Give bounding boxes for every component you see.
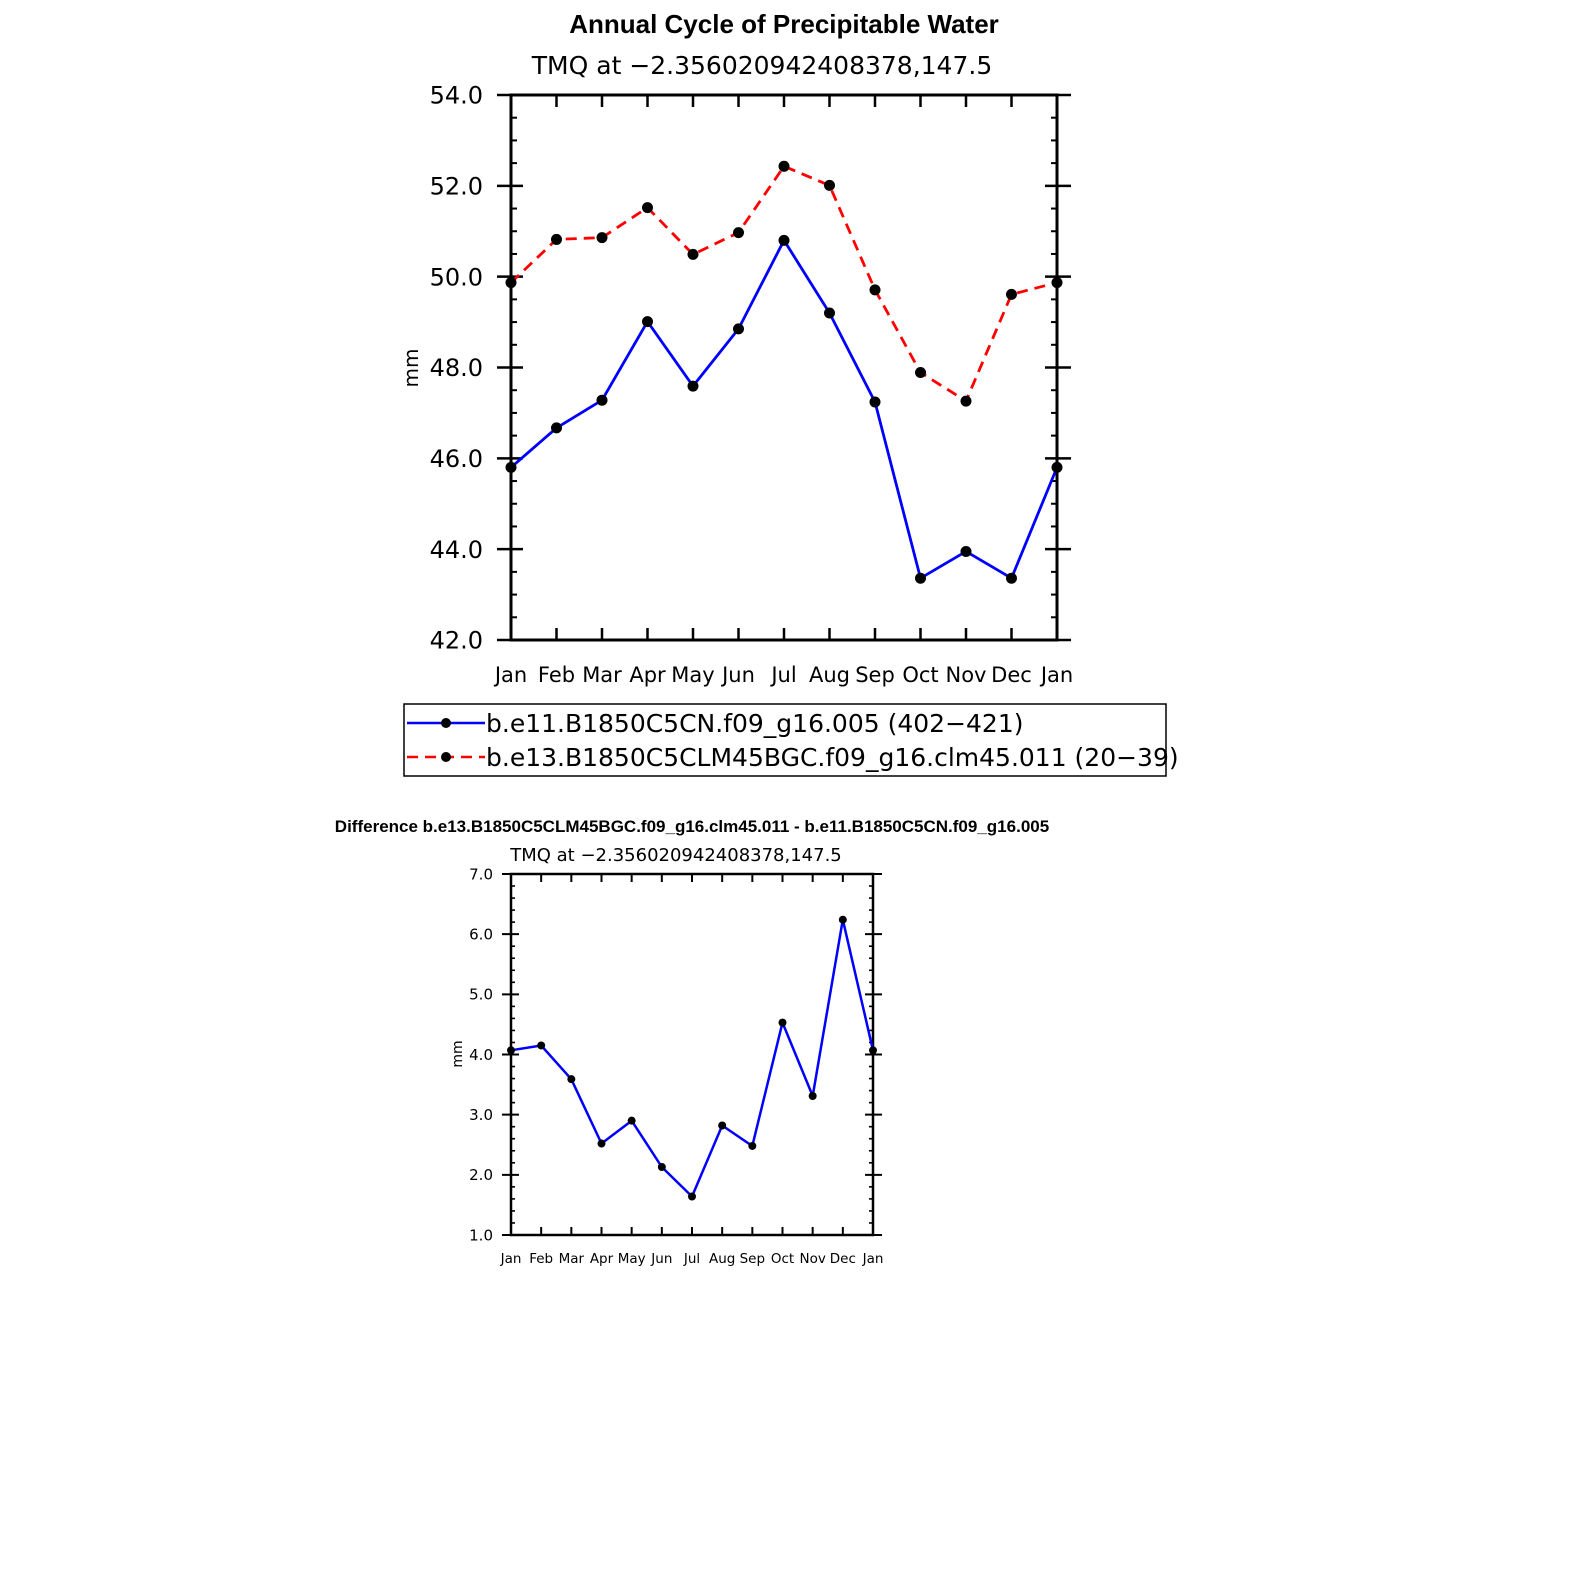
chart1-series-1-point xyxy=(642,316,653,328)
chart2-series-1-point xyxy=(748,1141,757,1150)
chart1-xtick-label: Jul xyxy=(769,663,796,687)
chart2-xtick-label: May xyxy=(618,1251,646,1267)
chart2-xtick-label: Oct xyxy=(771,1251,794,1267)
chart2-series-1-point xyxy=(597,1139,606,1148)
chart2-series-1-point xyxy=(718,1121,727,1130)
chart1-series-2-point xyxy=(596,232,608,244)
chart1-xtick-label: Nov xyxy=(946,663,987,687)
chart1-ytick-label: 44.0 xyxy=(430,536,483,564)
chart2-xtick-label: Jan xyxy=(500,1251,522,1267)
chart1-series-1-point xyxy=(1006,572,1017,584)
legend-label-series-2: b.e13.B1850C5CLM45BGC.f09_g16.clm45.011 … xyxy=(486,743,1179,772)
chart1-xtick-label: Dec xyxy=(991,663,1032,687)
chart2-series-1-point xyxy=(567,1075,576,1084)
chart1-series-2-point xyxy=(551,233,562,245)
chart1-xtick-label: Jan xyxy=(493,663,527,687)
chart1-xtick-label: Jan xyxy=(1039,663,1073,687)
chart1-series-2-point xyxy=(1051,277,1063,289)
chart2-ytick-label: 7.0 xyxy=(469,865,493,883)
chart1-ytick-label: 46.0 xyxy=(430,445,483,473)
chart2-series-1-point xyxy=(778,1018,787,1027)
chart1-series-2-point xyxy=(960,395,972,407)
chart2-ytick-label: 3.0 xyxy=(469,1106,493,1124)
chart2-title: Difference b.e13.B1850C5CLM45BGC.f09_g16… xyxy=(335,817,1049,836)
legend-marker-series-2 xyxy=(441,752,451,762)
chart1-series-2-point xyxy=(778,160,790,172)
chart1-series-2-point xyxy=(642,202,653,214)
chart2-series-1-line xyxy=(510,918,875,1198)
chart2-xtick-label: Jun xyxy=(650,1251,672,1267)
chart1-xtick-label: May xyxy=(671,663,714,687)
chart2-xtick-label: Apr xyxy=(590,1251,614,1267)
chart1-series-2-point xyxy=(733,227,744,239)
chart2-ytick-label: 5.0 xyxy=(469,986,493,1004)
chart1-series-2-point xyxy=(687,248,699,260)
chart1-xtick-label: Jun xyxy=(720,663,755,687)
chart2-series-1-point xyxy=(808,1092,817,1101)
chart2-series-1-point xyxy=(507,1046,515,1055)
chart1-xtick-label: Apr xyxy=(629,663,666,687)
chart2-xtick-label: Mar xyxy=(559,1251,585,1267)
chart2-series-1-point xyxy=(537,1041,546,1050)
chart1-series-2-point xyxy=(505,277,517,289)
chart2-ylabel: mm xyxy=(450,1040,466,1067)
chart2-xtick-label: Nov xyxy=(799,1251,825,1267)
chart1-series-1-point xyxy=(505,461,517,473)
chart2-xtick-label: Aug xyxy=(709,1251,735,1267)
chart2-xtick-label: Jul xyxy=(683,1251,700,1267)
chart1-series-1-point xyxy=(551,422,562,434)
chart2-xtick-label: Dec xyxy=(830,1251,856,1267)
chart2-ytick-label: 6.0 xyxy=(469,926,493,944)
legend-label-series-1: b.e11.B1850C5CN.f09_g16.005 (402−421) xyxy=(486,709,1024,738)
chart1-plot: Jan Feb Mar Apr May Jun Jul Aug Sep Oct Nov Dec Jan 4… xyxy=(430,82,1074,687)
chart2-series-1-point xyxy=(869,1046,877,1055)
chart2-series-1-point xyxy=(657,1163,666,1172)
chart1-series-1-point xyxy=(1051,461,1063,473)
chart2-xtick-label: Jan xyxy=(862,1251,884,1267)
chart1-series-1-point xyxy=(824,307,835,319)
chart1-series-2-line xyxy=(510,164,1058,403)
chart2-series-1-point xyxy=(688,1192,696,1201)
chart1-ytick-label: 50.0 xyxy=(430,263,483,291)
chart1-series-1-point xyxy=(869,396,881,408)
chart2-subtitle: TMQ at −2.356020942408378,147.5 xyxy=(509,845,842,866)
chart1-series-1-point xyxy=(960,545,972,557)
chart1-xtick-label: Mar xyxy=(582,663,622,687)
chart1-series-2-point xyxy=(915,366,926,378)
chart1-series-1-line xyxy=(510,238,1059,580)
chart1-series-1-point xyxy=(778,234,790,246)
chart1-series-2-point xyxy=(869,284,881,296)
chart2-xtick-label: Sep xyxy=(740,1251,765,1267)
legend-marker-series-1 xyxy=(441,718,451,728)
chart1-series-1-point xyxy=(687,380,699,392)
chart1-series-2-point xyxy=(824,179,835,191)
chart1-series-1-point xyxy=(596,394,608,406)
chart2-series-1-point xyxy=(627,1116,636,1125)
legend-box xyxy=(403,703,1167,777)
chart1-series-2-point xyxy=(1006,288,1017,300)
chart1-xtick-label: Feb xyxy=(538,663,575,687)
chart1-legend: b.e11.B1850C5CN.f09_g16.005 (402−421) b.… xyxy=(403,703,1179,777)
chart2-ytick-label: 4.0 xyxy=(469,1046,493,1064)
chart1-xtick-label: Oct xyxy=(902,663,938,687)
chart1-ytick-label: 48.0 xyxy=(430,354,483,382)
chart1-subtitle: TMQ at −2.356020942408378,147.5 xyxy=(531,51,992,80)
chart1-xtick-label: Sep xyxy=(855,663,895,687)
chart2-ytick-label: 2.0 xyxy=(469,1166,493,1184)
chart1-ytick-label: 42.0 xyxy=(430,627,483,655)
chart2-xtick-label: Feb xyxy=(529,1251,553,1267)
chart2-series-1-point xyxy=(838,915,847,924)
chart1-series-1-point xyxy=(733,323,744,335)
chart1-xtick-label: Aug xyxy=(809,663,850,687)
chart1-ylabel: mm xyxy=(399,349,423,388)
chart2-ytick-label: 1.0 xyxy=(469,1226,493,1244)
chart1-ytick-label: 54.0 xyxy=(430,82,483,110)
chart1-title: Annual Cycle of Precipitable Water xyxy=(569,9,999,39)
chart1-series-1-point xyxy=(915,572,926,584)
chart2-plot: Jan Feb Mar Apr May Jun Jul Aug Sep Oct Nov Dec Jan 1… xyxy=(469,865,883,1267)
chart1-ytick-label: 52.0 xyxy=(430,172,483,200)
